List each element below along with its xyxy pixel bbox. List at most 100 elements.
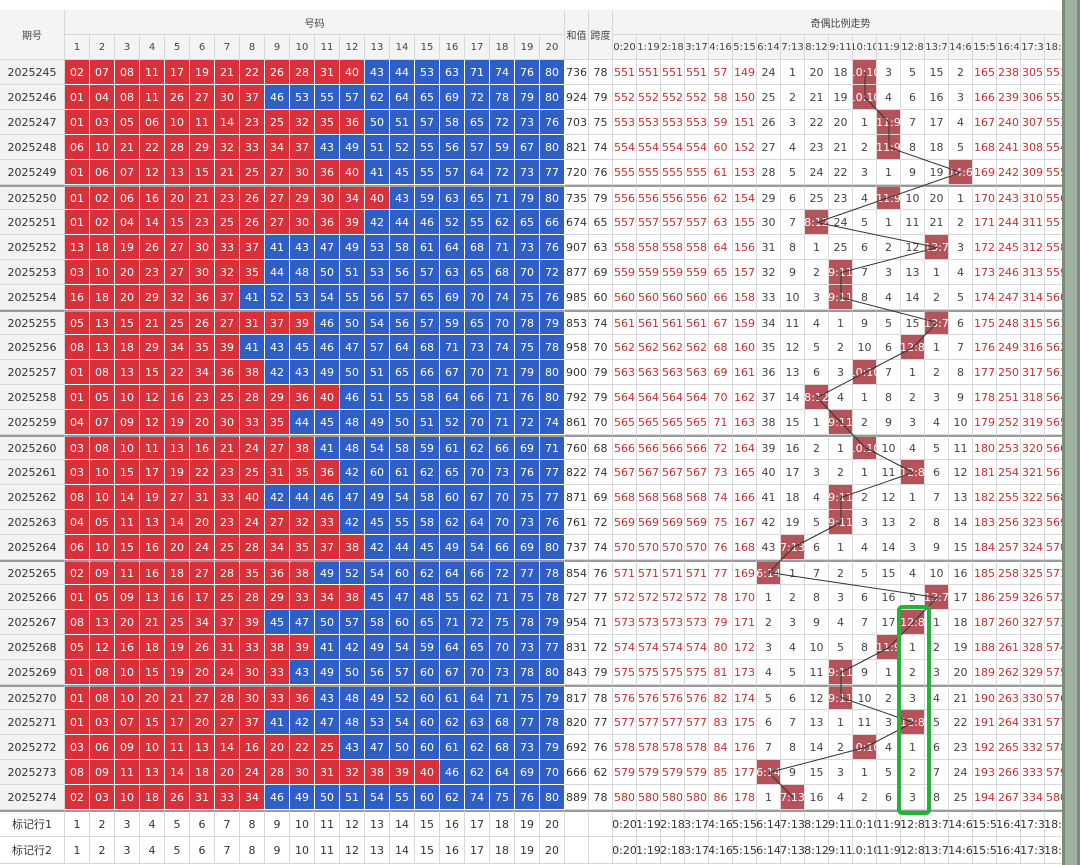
footer-ratio: 14:6 xyxy=(949,810,973,837)
sum-cell: 877 xyxy=(565,260,589,285)
number-cell: 73 xyxy=(465,335,490,360)
trend-cell: 170 xyxy=(733,585,757,610)
number-cell: 37 xyxy=(240,85,265,110)
number-cell: 19 xyxy=(165,660,190,685)
trend-cell: 5 xyxy=(781,660,805,685)
trend-cell: 7 xyxy=(853,260,877,285)
number-cell: 43 xyxy=(390,185,415,210)
number-cell: 13 xyxy=(90,335,115,360)
footer-number: 11 xyxy=(315,810,340,837)
trend-cell: 578 xyxy=(661,735,685,760)
span-cell: 71 xyxy=(589,610,613,635)
trend-cell: 1 xyxy=(853,385,877,410)
number-cell: 55 xyxy=(315,85,340,110)
trend-cell: 17 xyxy=(781,460,805,485)
trend-cell: 551 xyxy=(661,60,685,85)
trend-cell: 82 xyxy=(709,685,733,710)
number-cell: 28 xyxy=(240,385,265,410)
number-cell: 79 xyxy=(540,685,565,710)
number-cell: 37 xyxy=(215,285,240,310)
trend-cell: 560 xyxy=(613,285,637,310)
number-cell: 67 xyxy=(440,660,465,685)
number-cell: 60 xyxy=(440,485,465,510)
numbers-header: 号码 xyxy=(65,10,565,35)
number-cell: 32 xyxy=(215,135,240,160)
footer-ratio: 16:4 xyxy=(997,837,1021,864)
trend-cell: 16 xyxy=(949,560,973,585)
footer-blank xyxy=(565,810,589,837)
number-cell: 35 xyxy=(265,410,290,435)
trend-cell: 567 xyxy=(613,460,637,485)
number-cell: 78 xyxy=(490,85,515,110)
trend-hit: 10:10 xyxy=(853,435,877,460)
number-cell: 31 xyxy=(265,460,290,485)
trend-cell: 3 xyxy=(805,460,829,485)
period-cell: 2025267 xyxy=(0,610,65,635)
ratio-column-header: 17:3 xyxy=(1021,35,1045,60)
trend-cell: 32 xyxy=(757,260,781,285)
trend-cell: 167 xyxy=(733,510,757,535)
number-cell: 15 xyxy=(190,160,215,185)
trend-cell: 7 xyxy=(781,210,805,235)
number-cell: 48 xyxy=(340,710,365,735)
number-cell: 38 xyxy=(265,635,290,660)
trend-cell: 36 xyxy=(757,360,781,385)
number-cell: 71 xyxy=(465,60,490,85)
span-cell: 76 xyxy=(589,160,613,185)
footer-number: 11 xyxy=(315,837,340,864)
number-cell: 31 xyxy=(315,60,340,85)
trend-cell: 169 xyxy=(973,160,997,185)
number-cell: 07 xyxy=(115,710,140,735)
trend-cell: 567 xyxy=(685,460,709,485)
number-cell: 62 xyxy=(440,710,465,735)
trend-cell: 2 xyxy=(781,85,805,110)
scrollbar[interactable] xyxy=(1062,0,1080,865)
number-column-header: 4 xyxy=(140,35,165,60)
period-cell: 2025269 xyxy=(0,660,65,685)
number-cell: 62 xyxy=(440,785,465,810)
trend-cell: 255 xyxy=(997,485,1021,510)
trend-hit: 8:12 xyxy=(805,385,829,410)
number-cell: 59 xyxy=(440,310,465,335)
trend-cell: 3 xyxy=(901,410,925,435)
number-cell: 01 xyxy=(65,710,90,735)
number-cell: 49 xyxy=(365,635,390,660)
trend-cell: 5 xyxy=(757,685,781,710)
trend-cell: 33 xyxy=(757,285,781,310)
number-cell: 26 xyxy=(240,210,265,235)
number-cell: 67 xyxy=(440,360,465,385)
span-cell: 72 xyxy=(589,510,613,535)
trend-cell: 560 xyxy=(661,285,685,310)
number-cell: 48 xyxy=(340,435,365,460)
number-cell: 61 xyxy=(440,435,465,460)
trend-cell: 570 xyxy=(685,535,709,560)
trend-hit: 12:8 xyxy=(901,710,925,735)
scroll-thumb[interactable] xyxy=(1065,0,1077,865)
trend-cell: 25 xyxy=(949,785,973,810)
trend-cell: 8 xyxy=(925,510,949,535)
trend-cell: 562 xyxy=(637,335,661,360)
number-cell: 75 xyxy=(515,685,540,710)
number-cell: 55 xyxy=(390,785,415,810)
number-cell: 07 xyxy=(115,160,140,185)
trend-cell: 180 xyxy=(973,435,997,460)
number-cell: 54 xyxy=(465,535,490,560)
number-cell: 64 xyxy=(440,635,465,660)
number-cell: 18 xyxy=(140,785,165,810)
trend-cell: 566 xyxy=(613,435,637,460)
number-cell: 50 xyxy=(315,785,340,810)
trend-cell: 551 xyxy=(1045,60,1062,85)
trend-cell: 568 xyxy=(613,485,637,510)
number-cell: 44 xyxy=(390,535,415,560)
number-cell: 35 xyxy=(240,560,265,585)
number-cell: 43 xyxy=(340,735,365,760)
footer-number: 17 xyxy=(465,837,490,864)
footer-number: 6 xyxy=(190,837,215,864)
trend-cell: 574 xyxy=(685,635,709,660)
span-cell: 74 xyxy=(589,135,613,160)
trend-cell: 16 xyxy=(925,85,949,110)
footer-number: 19 xyxy=(515,810,540,837)
number-cell: 06 xyxy=(90,735,115,760)
trend-cell: 20 xyxy=(805,60,829,85)
trend-cell: 6 xyxy=(877,785,901,810)
